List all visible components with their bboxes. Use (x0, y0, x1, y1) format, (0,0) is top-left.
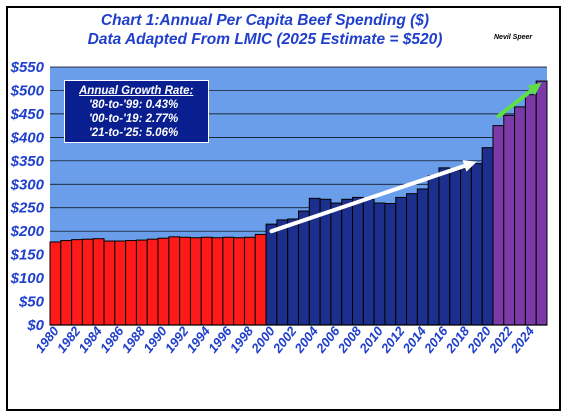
bar-1995 (211, 237, 224, 326)
y-tick-label: $0 (26, 317, 44, 334)
bars (49, 80, 548, 326)
bar-2023 (514, 106, 526, 326)
trend-arrow-head (462, 160, 477, 172)
x-tick-label: 2000 (248, 323, 279, 356)
bar-2006 (330, 202, 343, 326)
bar-1999 (254, 233, 267, 326)
trend-arrow-line (496, 88, 534, 119)
bar-1996 (222, 236, 235, 326)
author-credit: Nevil Speer (494, 34, 533, 41)
bar-2024 (524, 94, 537, 326)
y-tick-label: $200 (10, 223, 45, 240)
x-tick-label: 2024 (507, 323, 538, 356)
bar-2015 (427, 175, 440, 326)
bar-1982 (71, 239, 83, 326)
trend-arrow-line (269, 163, 467, 234)
x-tick-label: 2004 (291, 323, 322, 356)
bar-1981 (60, 240, 73, 326)
bar-2021 (492, 125, 505, 326)
bar-2025 (535, 80, 548, 326)
bar-1990 (157, 237, 170, 326)
y-tick-label: $150 (10, 247, 45, 264)
bar-1993 (189, 237, 202, 326)
bar-2013 (406, 193, 418, 326)
bar-1980 (49, 241, 62, 326)
chart-title: Chart 1:Annual Per Capita Beef Spending … (100, 12, 430, 29)
bar-1987 (125, 240, 137, 326)
y-tick-label: $350 (10, 153, 45, 170)
bar-2007 (341, 198, 354, 326)
y-tick-label: $400 (10, 129, 45, 146)
growth-rate-item: '00-to-'19: 2.77% (89, 113, 179, 125)
bar-2002 (287, 218, 299, 326)
bar-1992 (179, 236, 191, 326)
growth-rate-annotation: Annual Growth Rate: '80-to-'99: 0.43% '0… (64, 80, 209, 143)
growth-rate-item: '21-to-'25: 5.06% (89, 127, 179, 139)
bar-1984 (92, 238, 105, 326)
x-tick-label: 2020 (464, 323, 495, 356)
bar-2018 (460, 168, 472, 326)
bar-1983 (81, 238, 94, 326)
trend-arrow-head (527, 82, 542, 96)
y-tick-label: $250 (10, 200, 45, 217)
x-axis: 1980198219841986198819901992199419961998… (32, 323, 537, 356)
bar-2010 (373, 202, 386, 326)
bar-2001 (276, 219, 289, 326)
x-tick-label: 2010 (356, 323, 387, 356)
y-tick-label: $300 (10, 176, 45, 193)
y-axis: $0 $50 $100 $150 $200 $250 $300 $350 $400 $450 $50… (10, 59, 45, 334)
y-tick-label: $450 (10, 106, 45, 123)
bar-2020 (481, 147, 494, 326)
x-tick-label: 2002 (269, 323, 300, 356)
growth-rate-title: Annual Growth Rate: (79, 85, 194, 97)
x-tick-label: 2014 (399, 323, 430, 356)
growth-rate-item: '80-to-'99: 0.43% (89, 99, 179, 111)
bar-2012 (395, 196, 408, 326)
x-tick-label: 2006 (312, 323, 343, 356)
bar-2008 (352, 196, 364, 326)
y-tick-label: $550 (10, 59, 45, 76)
x-tick-label: 2016 (420, 323, 451, 356)
bar-2005 (319, 198, 332, 326)
y-tick-label: $50 (18, 294, 45, 311)
bar-2019 (470, 163, 483, 326)
bar-1998 (243, 236, 256, 326)
bar-2003 (298, 210, 310, 326)
bar-1986 (114, 240, 127, 326)
trend-arrows (269, 82, 542, 234)
bar-1985 (103, 240, 116, 326)
y-tick-label: $500 (10, 82, 45, 99)
bar-2016 (438, 167, 451, 326)
bar-2011 (384, 203, 397, 326)
bar-1997 (233, 237, 245, 326)
x-tick-label: 2008 (334, 323, 365, 356)
x-tick-label: 2018 (442, 323, 473, 356)
y-tick-label: $100 (10, 270, 45, 287)
bar-2022 (503, 114, 516, 326)
bar-2017 (449, 169, 462, 326)
bar-2009 (362, 198, 375, 326)
bar-1989 (146, 238, 159, 326)
x-tick-label: 2022 (485, 323, 516, 356)
bar-1994 (200, 236, 213, 326)
chart-subtitle: Data Adapted From LMIC (2025 Estimate = … (87, 31, 443, 48)
bar-1988 (135, 239, 148, 326)
bar-2000 (265, 223, 278, 326)
bar-1991 (168, 236, 181, 326)
x-tick-label: 2012 (377, 323, 408, 356)
bar-2014 (416, 188, 429, 326)
